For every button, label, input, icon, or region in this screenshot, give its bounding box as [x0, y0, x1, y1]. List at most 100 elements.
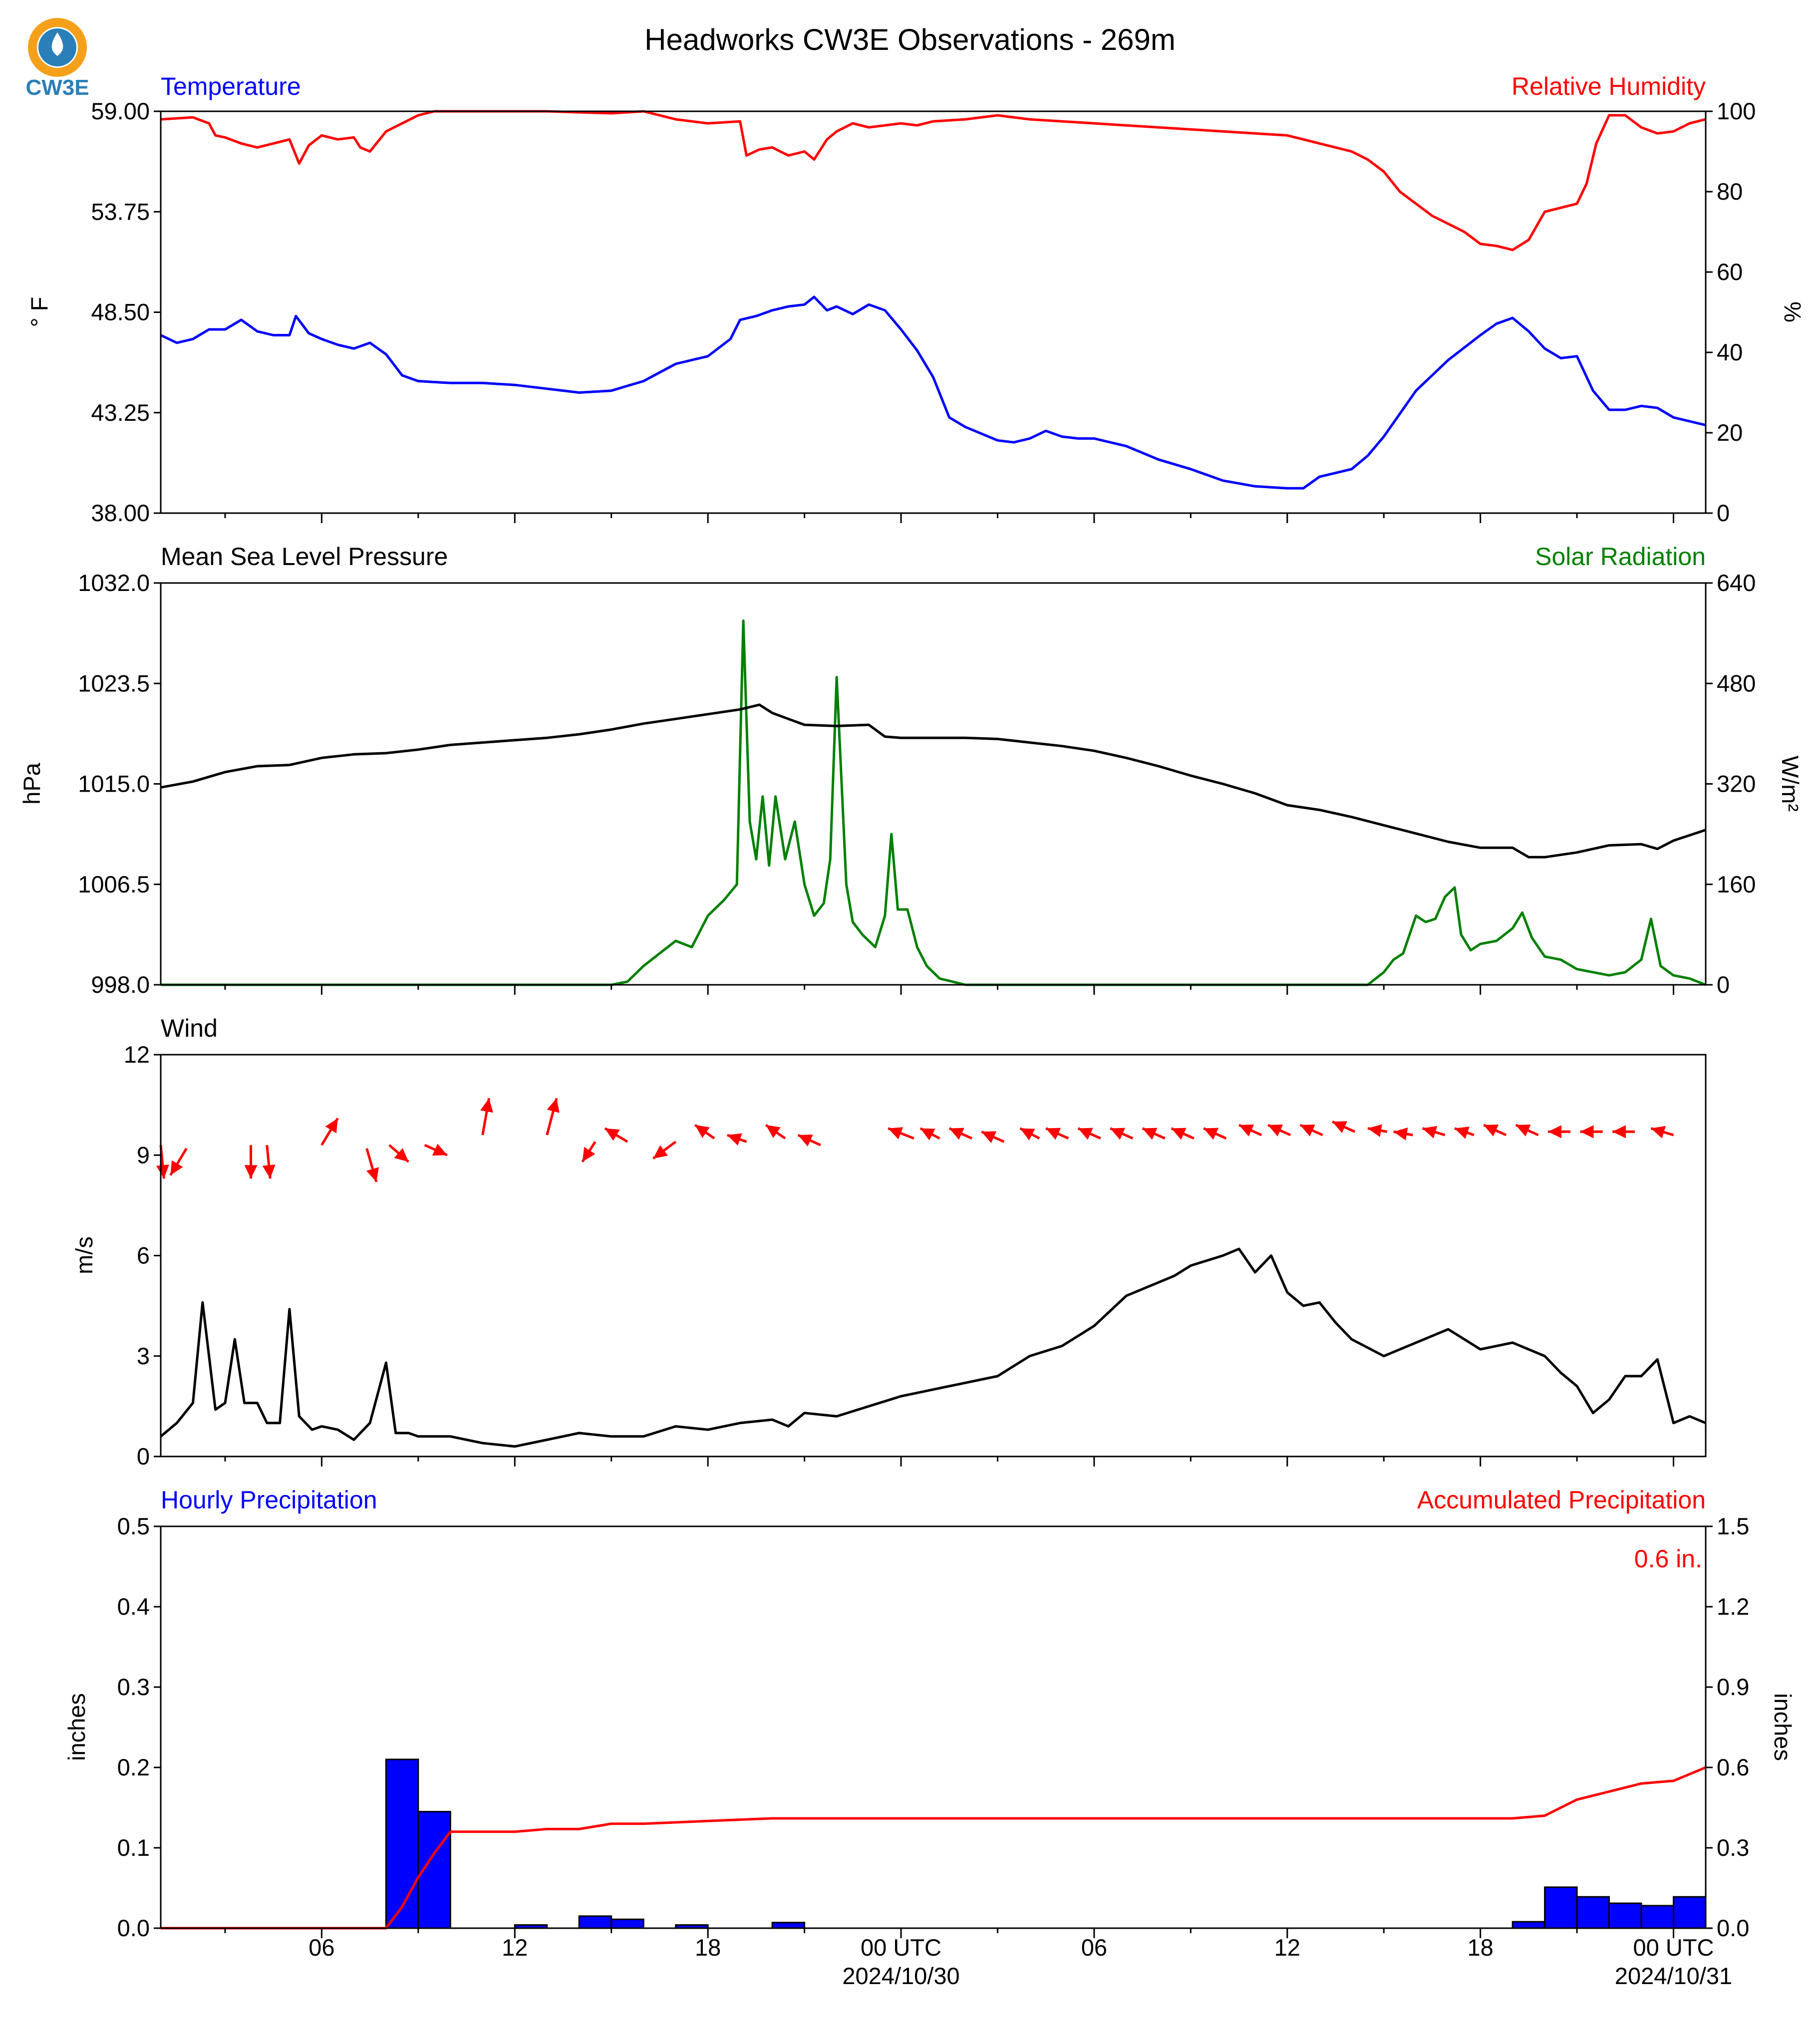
x-tick-label: 18 [1468, 1934, 1494, 1961]
y-tick-label: 0.5 [117, 1513, 150, 1539]
precip-bar [610, 1918, 644, 1929]
panel1-x-ticks [224, 513, 1675, 523]
wind-arrow [1393, 1128, 1413, 1141]
wind-arrow [169, 1148, 188, 1176]
hourly-precip-bars [385, 1758, 1707, 1929]
wind-arrow [1454, 1127, 1475, 1139]
y-tick-label: 480 [1717, 670, 1756, 696]
wind-arrow [1422, 1126, 1446, 1139]
wind-arrow [919, 1127, 940, 1141]
wind-arrow [365, 1148, 379, 1182]
y-tick-label: 60 [1717, 259, 1743, 285]
humidity-unit: % [1780, 301, 1806, 322]
logo-ring-icon [28, 18, 87, 77]
y-tick-label: 53.75 [91, 198, 150, 225]
wind-arrow [797, 1134, 821, 1147]
wind-arrow [1203, 1127, 1227, 1140]
wind-arrow [1299, 1124, 1323, 1137]
wind-arrow [320, 1118, 339, 1146]
y-tick-label: 1015.0 [78, 771, 150, 797]
y-tick-label: 0 [137, 1443, 150, 1469]
total-precip-label: 0.6 in. [1634, 1545, 1702, 1573]
x-date-label: 2024/10/31 [1615, 1963, 1732, 1989]
wind-arrow [1019, 1127, 1040, 1141]
hourly-precip-label: Hourly Precipitation [161, 1486, 377, 1514]
y-tick-label: 1.5 [1717, 1513, 1749, 1539]
temperature-panel-frame [160, 110, 1707, 514]
logo-water-icon [51, 32, 63, 56]
wind-arrow [765, 1124, 786, 1140]
temperature-unit: ° F [26, 297, 52, 327]
wind-arrow [727, 1133, 747, 1146]
y-tick-label: 43.25 [91, 399, 150, 426]
y-tick-label: 1032.0 [78, 570, 150, 596]
precip-bar [1512, 1921, 1546, 1929]
y-tick-label: 20 [1717, 419, 1743, 446]
y-tick-label: 0.2 [117, 1754, 150, 1780]
x-tick-label: 00 UTC [861, 1934, 941, 1961]
panel-precipitation: Hourly Precipitation Accumulated Precipi… [63, 1486, 1796, 1989]
y-tick-label: 3 [137, 1343, 150, 1369]
y-tick-label: 0.0 [1717, 1915, 1749, 1941]
wind-arrow [604, 1127, 628, 1143]
accum-precip-unit: inches [1770, 1693, 1796, 1761]
wind-arrow [1515, 1124, 1539, 1137]
wind-arrow [424, 1144, 448, 1157]
wind-arrow [1367, 1124, 1388, 1138]
temperature-tick-labels: 59.00 53.75 48.50 43.25 38.00 [91, 98, 161, 526]
y-tick-label: 80 [1717, 178, 1743, 205]
solar-label: Solar Radiation [1535, 543, 1706, 571]
wind-arrow [480, 1098, 493, 1136]
pressure-panel-frame [160, 582, 1707, 986]
pressure-series-line [160, 703, 1706, 859]
y-tick-label: 0.3 [117, 1674, 150, 1700]
wind-arrow [581, 1141, 597, 1163]
y-tick-label: 0.6 [1717, 1754, 1749, 1780]
wind-arrow [1548, 1125, 1571, 1139]
y-tick-label: 12 [124, 1041, 150, 1068]
wind-arrow [948, 1127, 972, 1140]
temperature-label: Temperature [161, 72, 301, 100]
y-tick-label: 320 [1717, 771, 1756, 797]
wind-arrow [262, 1145, 276, 1179]
wind-arrow [1045, 1127, 1069, 1140]
wind-arrow [1110, 1127, 1134, 1140]
y-tick-label: 0.1 [117, 1834, 150, 1861]
accum-precip-line [161, 1766, 1706, 1930]
y-tick-label: 998.0 [91, 971, 150, 998]
x-tick-label: 12 [502, 1934, 528, 1961]
cw3e-logo: CW3E [25, 18, 89, 100]
solar-tick-labels: 640 480 320 160 0 [1706, 570, 1756, 998]
y-tick-label: 0 [1717, 971, 1730, 998]
wind-arrow [1142, 1127, 1166, 1140]
chart-title: Headworks CW3E Observations - 269m [644, 23, 1176, 56]
precip-bar [1640, 1905, 1675, 1929]
humidity-series-line [160, 110, 1706, 252]
wind-arrow [388, 1144, 410, 1163]
temperature-series-line [160, 295, 1706, 490]
wind-arrow [1332, 1120, 1356, 1134]
y-tick-label: 640 [1717, 570, 1756, 596]
wind-arrow [546, 1098, 560, 1136]
solar-series-line [161, 619, 1706, 986]
y-tick-label: 9 [137, 1142, 150, 1168]
y-tick-label: 100 [1717, 98, 1756, 124]
hourly-precip-unit: inches [63, 1693, 90, 1761]
wind-arrow [1171, 1127, 1195, 1140]
panel-temperature-humidity: Temperature Relative Humidity 59.00 53.75… [26, 72, 1806, 526]
y-tick-label: 0.0 [117, 1915, 150, 1941]
wind-arrow [1077, 1127, 1101, 1140]
panel-pressure-solar: Mean Sea Level Pressure Solar Radiation … [18, 543, 1804, 998]
x-tick-label: 12 [1274, 1934, 1300, 1961]
panel2-x-ticks [224, 985, 1675, 995]
precip-bar [1544, 1886, 1578, 1929]
wind-speed-line [160, 1247, 1706, 1448]
wind-tick-labels: 12 9 6 3 0 [124, 1041, 161, 1469]
panel-wind: Wind 12 9 6 3 0 m/s [71, 1014, 1707, 1469]
x-tick-label: 18 [695, 1934, 721, 1961]
wind-arrow [156, 1145, 169, 1179]
y-tick-label: 48.50 [91, 299, 150, 325]
x-tick-label: 06 [308, 1934, 334, 1961]
panel4-x-ticks [224, 1928, 1675, 1938]
wind-arrow [1612, 1125, 1635, 1139]
